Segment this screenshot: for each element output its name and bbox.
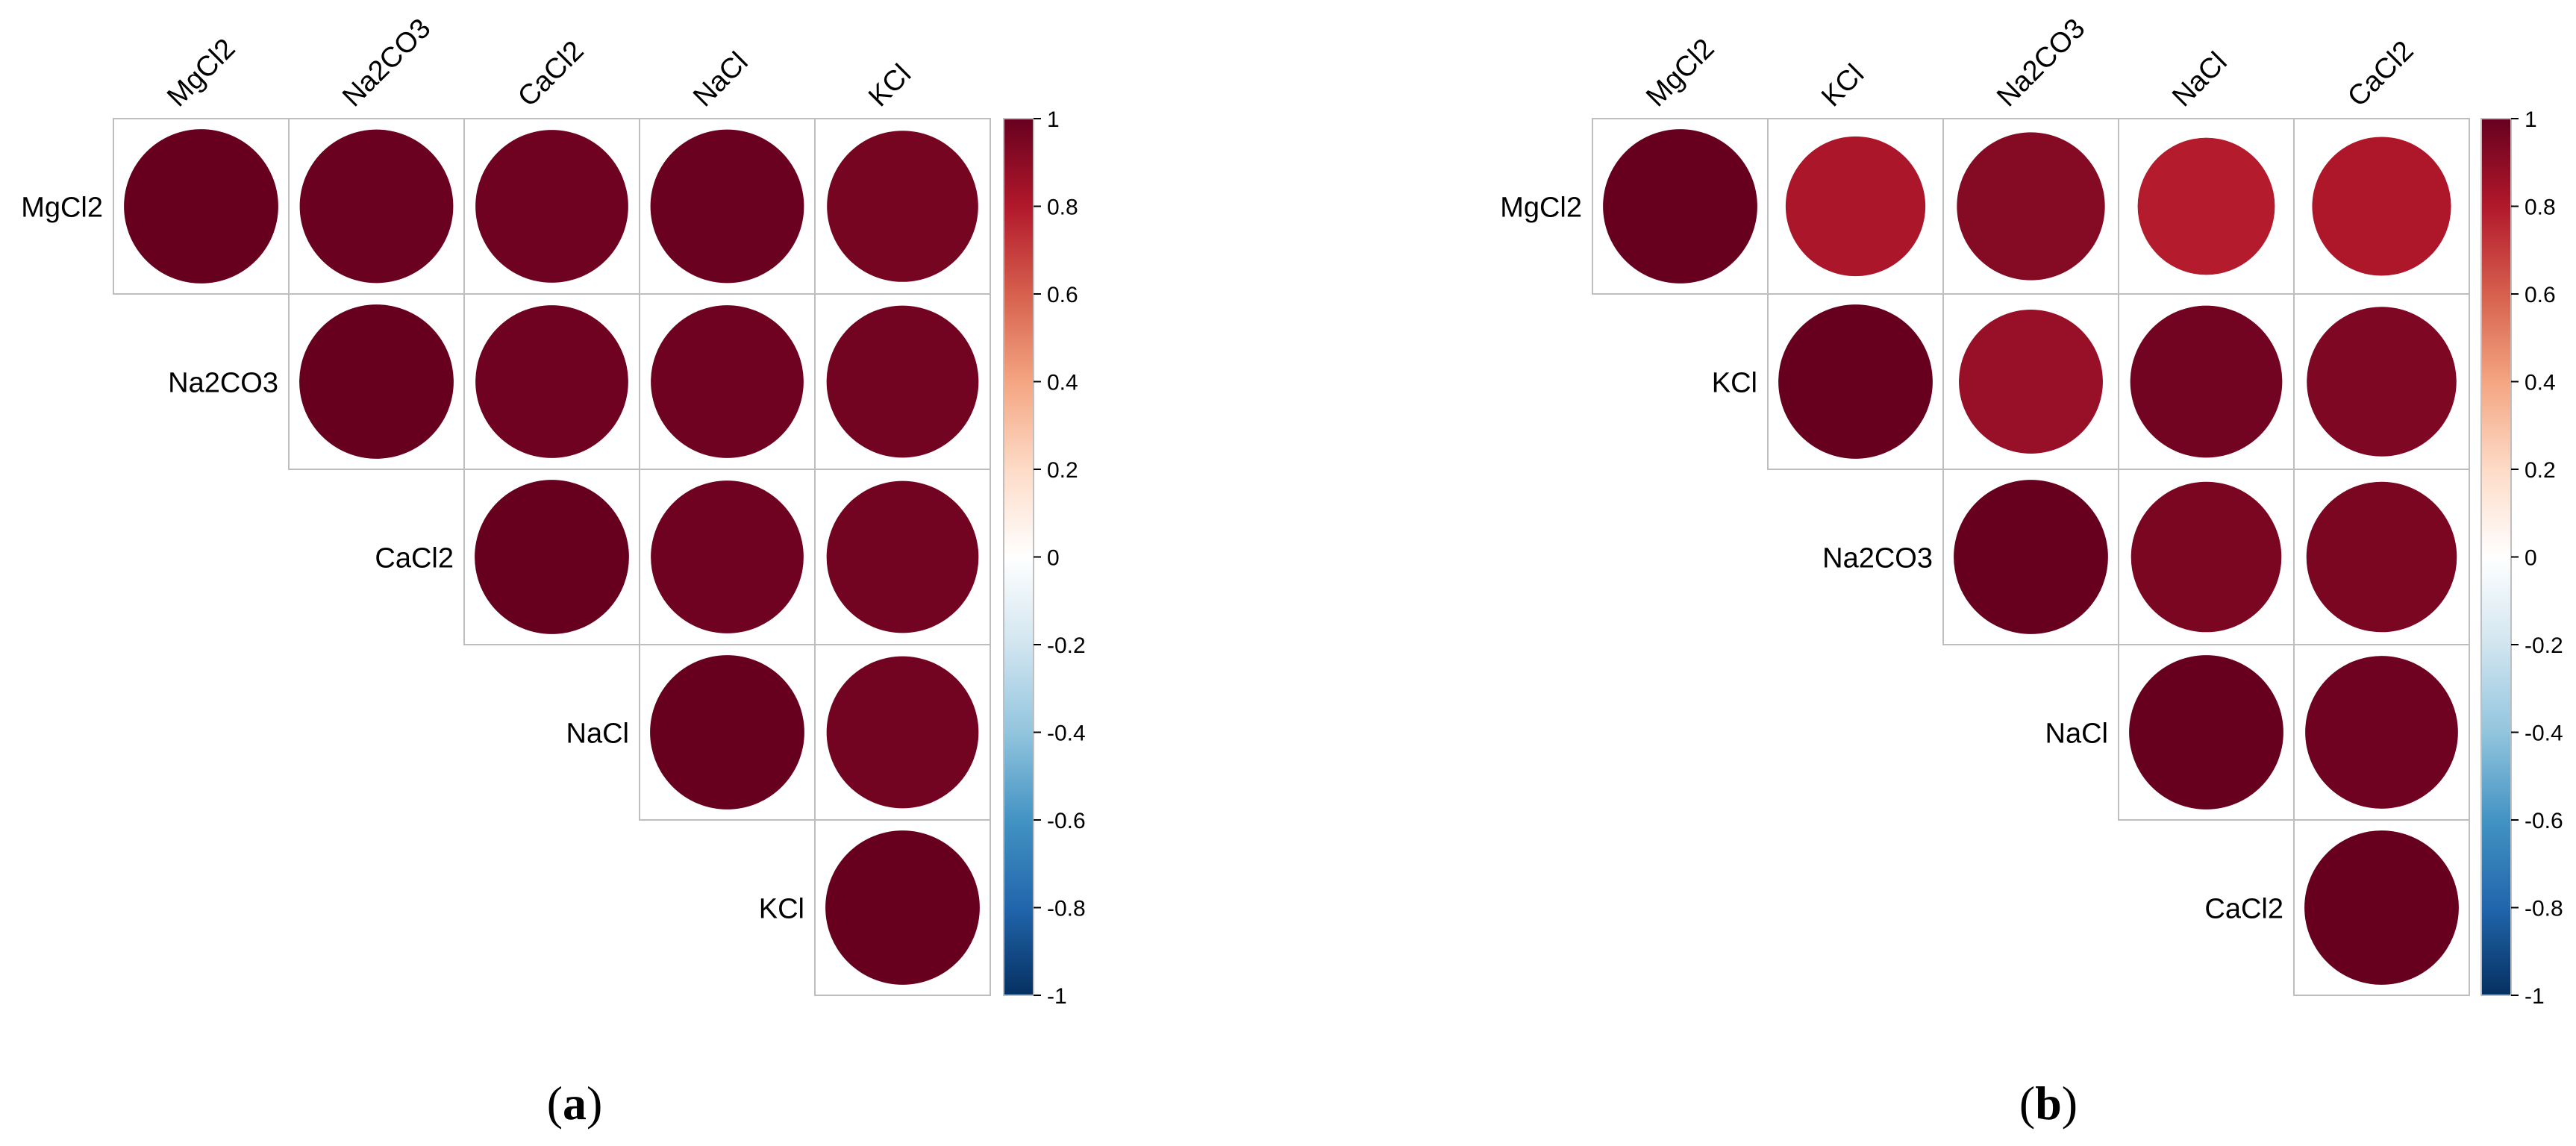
- correlation-circle: [651, 480, 804, 633]
- correlation-circle: [475, 480, 629, 634]
- correlation-circle: [2312, 137, 2451, 276]
- correlation-circle: [826, 656, 979, 809]
- legend-tick-label: -0.2: [2525, 633, 2563, 658]
- panel-label-b: (b): [2019, 1077, 2078, 1130]
- row-label: KCl: [759, 894, 804, 925]
- correlation-circle: [1603, 129, 1757, 284]
- correlation-circle: [299, 129, 454, 284]
- correlation-circle: [651, 305, 804, 458]
- correlation-circle: [2305, 656, 2458, 809]
- correlation-circle: [475, 130, 628, 283]
- row-label: NaCl: [2045, 718, 2108, 750]
- row-label: MgCl2: [21, 192, 103, 224]
- legend-tick-label: 0.8: [1047, 195, 1078, 220]
- row-label: NaCl: [566, 718, 629, 750]
- legend-tick-label: -0.8: [1047, 897, 1086, 921]
- correlation-circle: [1959, 310, 2103, 454]
- legend-tick-label: -0.6: [1047, 809, 1086, 833]
- legend-tick-label: -1: [2525, 984, 2545, 1009]
- legend-tick-label: 0: [2525, 546, 2537, 571]
- legend-tick-label: -0.2: [1047, 633, 1086, 658]
- correlation-circle: [2130, 305, 2283, 458]
- panel-b: MgCl2 KCl Na2CO3 NaCl CaCl2 MgCl2 KCl Na2CO3 NaC…: [1500, 13, 2563, 1009]
- legend-tick-label: -0.4: [1047, 721, 1086, 746]
- correlation-circle: [1778, 304, 1933, 459]
- row-label: CaCl2: [2204, 894, 2283, 925]
- correlation-circle: [825, 830, 980, 985]
- column-label: Na2CO3: [1991, 13, 2091, 113]
- correlation-circle: [1954, 480, 2108, 634]
- correlation-circle: [2307, 307, 2457, 457]
- correlation-circle: [2130, 481, 2282, 633]
- legend-tick-label: 0: [1047, 546, 1060, 571]
- correlation-circle: [1957, 132, 2105, 281]
- row-label: KCl: [1712, 368, 1757, 399]
- column-label: MgCl2: [1640, 33, 1720, 113]
- column-label: NaCl: [687, 46, 754, 113]
- row-label: CaCl2: [375, 543, 454, 574]
- legend-tick-label: -0.8: [2525, 897, 2563, 921]
- column-label: CaCl2: [2342, 35, 2419, 113]
- correlation-circle: [650, 655, 804, 810]
- correlation-circle: [827, 131, 978, 282]
- column-label: Na2CO3: [337, 13, 437, 113]
- legend-tick-label: 1: [1047, 107, 1060, 132]
- legend-tick-label: -1: [1047, 984, 1067, 1009]
- correlation-circle: [2137, 137, 2275, 275]
- panel-label-a: (a): [547, 1077, 603, 1130]
- color-legend-bar: [1003, 118, 1034, 996]
- correlation-circle: [2129, 655, 2283, 810]
- column-label: CaCl2: [512, 35, 590, 113]
- row-label: MgCl2: [1500, 192, 1582, 224]
- correlation-circle: [2306, 481, 2457, 633]
- correlation-circle: [299, 304, 454, 459]
- legend-tick-label: 0.2: [1047, 458, 1078, 483]
- legend-tick-label: 1: [2525, 107, 2537, 132]
- legend-tick-label: -0.6: [2525, 809, 2563, 833]
- color-legend-bar: [2480, 118, 2512, 996]
- column-label: KCl: [1816, 58, 1870, 113]
- legend-tick-label: 0.4: [1047, 371, 1078, 395]
- legend-tick-label: 0.4: [2525, 371, 2556, 395]
- column-label: KCl: [863, 58, 917, 113]
- correlation-circle: [124, 129, 278, 284]
- legend-tick-label: 0.6: [2525, 283, 2556, 307]
- legend-tick-label: -0.4: [2525, 721, 2563, 746]
- row-label: Na2CO3: [168, 368, 278, 399]
- panel-a: MgCl2 Na2CO3 CaCl2 NaCl KCl MgCl2 Na2CO3 CaCl2 N…: [21, 13, 1086, 1009]
- column-label: MgCl2: [161, 33, 241, 113]
- correlation-circle: [475, 305, 628, 458]
- correlation-circle: [826, 305, 979, 458]
- row-label: Na2CO3: [1822, 543, 1933, 574]
- correlation-circle: [650, 129, 804, 284]
- correlation-circle: [1785, 136, 1926, 277]
- correlation-circle: [826, 480, 979, 633]
- legend-tick-label: 0.8: [2525, 195, 2556, 220]
- legend-tick-label: 0.6: [1047, 283, 1078, 307]
- correlation-circle: [2304, 830, 2459, 985]
- column-label: NaCl: [2166, 46, 2233, 113]
- legend-tick-label: 0.2: [2525, 458, 2556, 483]
